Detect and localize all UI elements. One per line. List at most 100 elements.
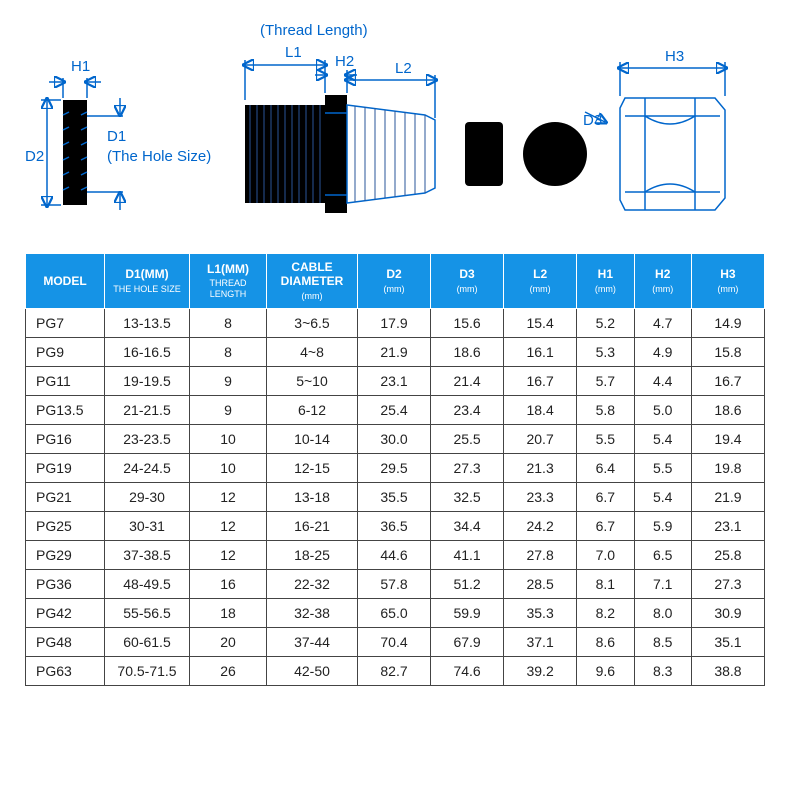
cell-11-0: PG48 [26,627,105,656]
cell-11-3: 37-44 [267,627,358,656]
cell-4-5: 25.5 [431,424,504,453]
cell-1-1: 16-16.5 [105,337,190,366]
table-row: PG4860-61.52037-4470.467.937.18.68.535.1 [26,627,765,656]
cell-9-7: 8.1 [577,569,634,598]
cell-4-4: 30.0 [358,424,431,453]
cell-7-1: 30-31 [105,511,190,540]
cell-12-1: 70.5-71.5 [105,656,190,685]
cell-6-6: 23.3 [504,482,577,511]
cell-8-5: 41.1 [431,540,504,569]
cell-4-8: 5.4 [634,424,691,453]
cell-7-5: 34.4 [431,511,504,540]
table-row: PG1924-24.51012-1529.527.321.36.45.519.8 [26,453,765,482]
cell-8-8: 6.5 [634,540,691,569]
cell-7-6: 24.2 [504,511,577,540]
cell-4-7: 5.5 [577,424,634,453]
col-header-2: L1(MM)THREAD LENGTH [190,254,267,309]
cell-4-0: PG16 [26,424,105,453]
cell-6-7: 6.7 [577,482,634,511]
cell-7-7: 6.7 [577,511,634,540]
cell-8-0: PG29 [26,540,105,569]
cell-5-2: 10 [190,453,267,482]
cell-10-3: 32-38 [267,598,358,627]
cell-4-6: 20.7 [504,424,577,453]
cell-2-9: 16.7 [691,366,764,395]
cell-8-4: 44.6 [358,540,431,569]
cell-0-2: 8 [190,308,267,337]
cell-4-9: 19.4 [691,424,764,453]
cell-9-3: 22-32 [267,569,358,598]
cell-1-7: 5.3 [577,337,634,366]
part-locknut [41,78,123,210]
cell-12-0: PG63 [26,656,105,685]
cell-12-2: 26 [190,656,267,685]
cell-11-6: 37.1 [504,627,577,656]
table-row: PG2937-38.51218-2544.641.127.87.06.525.8 [26,540,765,569]
cell-8-6: 27.8 [504,540,577,569]
cell-2-2: 9 [190,366,267,395]
col-header-3: CABLE DIAMETER(mm) [267,254,358,309]
cell-6-2: 12 [190,482,267,511]
cell-2-3: 5~10 [267,366,358,395]
col-header-1: D1(MM)THE HOLE SIZE [105,254,190,309]
table-row: PG13.521-21.596-1225.423.418.45.85.018.6 [26,395,765,424]
cell-11-4: 70.4 [358,627,431,656]
cell-6-3: 13-18 [267,482,358,511]
table-row: PG916-16.584~821.918.616.15.34.915.8 [26,337,765,366]
cell-5-1: 24-24.5 [105,453,190,482]
cell-8-1: 37-38.5 [105,540,190,569]
cell-8-3: 18-25 [267,540,358,569]
cell-2-8: 4.4 [634,366,691,395]
cell-9-9: 27.3 [691,569,764,598]
cell-1-5: 18.6 [431,337,504,366]
cell-3-6: 18.4 [504,395,577,424]
cell-0-9: 14.9 [691,308,764,337]
cell-8-9: 25.8 [691,540,764,569]
cell-9-8: 7.1 [634,569,691,598]
cell-6-9: 21.9 [691,482,764,511]
cell-0-1: 13-13.5 [105,308,190,337]
cell-10-1: 55-56.5 [105,598,190,627]
cell-12-3: 42-50 [267,656,358,685]
cell-2-6: 16.7 [504,366,577,395]
cell-9-5: 51.2 [431,569,504,598]
cell-7-2: 12 [190,511,267,540]
table-row: PG2530-311216-2136.534.424.26.75.923.1 [26,511,765,540]
spec-table-header: MODELD1(MM)THE HOLE SIZEL1(MM)THREAD LEN… [26,254,765,309]
cell-12-7: 9.6 [577,656,634,685]
cell-3-0: PG13.5 [26,395,105,424]
cell-7-8: 5.9 [634,511,691,540]
cell-1-9: 15.8 [691,337,764,366]
table-row: PG6370.5-71.52642-5082.774.639.29.68.338… [26,656,765,685]
cell-0-0: PG7 [26,308,105,337]
spec-table-body: PG713-13.583~6.517.915.615.45.24.714.9PG… [26,308,765,685]
part-body [245,60,435,213]
part-seal-face [523,122,587,186]
cell-5-0: PG19 [26,453,105,482]
table-row: PG1623-23.51010-1430.025.520.75.55.419.4 [26,424,765,453]
cell-2-7: 5.7 [577,366,634,395]
cell-3-8: 5.0 [634,395,691,424]
cell-9-0: PG36 [26,569,105,598]
cell-9-4: 57.8 [358,569,431,598]
col-header-5: D3(mm) [431,254,504,309]
cell-12-4: 82.7 [358,656,431,685]
table-row: PG1119-19.595~1023.121.416.75.74.416.7 [26,366,765,395]
cell-10-4: 65.0 [358,598,431,627]
cell-9-6: 28.5 [504,569,577,598]
cell-7-4: 36.5 [358,511,431,540]
cell-5-4: 29.5 [358,453,431,482]
cell-2-1: 19-19.5 [105,366,190,395]
cell-0-5: 15.6 [431,308,504,337]
cell-7-9: 23.1 [691,511,764,540]
cell-5-3: 12-15 [267,453,358,482]
cell-11-7: 8.6 [577,627,634,656]
cell-0-4: 17.9 [358,308,431,337]
cell-7-0: PG25 [26,511,105,540]
cell-1-6: 16.1 [504,337,577,366]
cell-1-8: 4.9 [634,337,691,366]
cell-0-7: 5.2 [577,308,634,337]
table-row: PG713-13.583~6.517.915.615.45.24.714.9 [26,308,765,337]
cell-4-2: 10 [190,424,267,453]
cell-6-5: 32.5 [431,482,504,511]
